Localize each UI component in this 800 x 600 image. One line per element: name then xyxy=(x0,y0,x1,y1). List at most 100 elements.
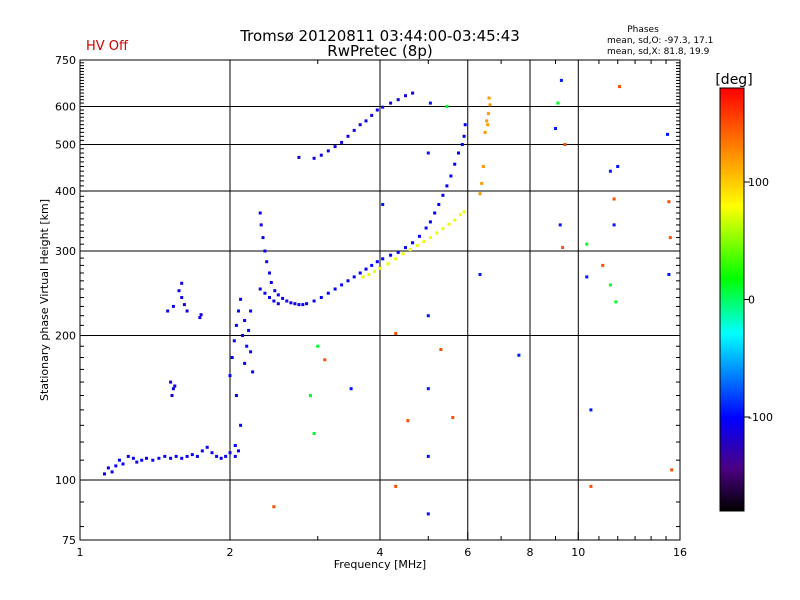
echo-point xyxy=(308,394,312,397)
echo-point xyxy=(319,296,323,299)
echo-point xyxy=(485,119,489,123)
echo-point xyxy=(126,454,130,458)
echo-point xyxy=(401,252,405,256)
echo-point xyxy=(381,203,385,206)
y-axis-label: Stationary phase Virtual Height [km] xyxy=(38,199,51,401)
echo-point xyxy=(428,236,432,240)
echo-point xyxy=(406,419,410,423)
echo-point xyxy=(346,279,350,283)
echo-point xyxy=(445,184,449,188)
colorbar-tick-label: 0 xyxy=(748,294,755,307)
echo-point xyxy=(612,223,616,227)
echo-point xyxy=(364,267,368,271)
echo-point xyxy=(243,319,247,322)
echo-point xyxy=(373,269,376,273)
echo-point xyxy=(131,456,135,460)
echo-point xyxy=(585,242,589,246)
echo-point xyxy=(378,266,382,270)
echo-point xyxy=(449,174,453,178)
echo-point xyxy=(589,484,593,488)
echo-point xyxy=(173,384,177,388)
echo-point xyxy=(441,227,445,231)
echo-point xyxy=(272,299,276,303)
echo-point xyxy=(361,275,365,279)
echo-point xyxy=(140,458,144,462)
echo-point xyxy=(563,143,567,146)
echo-point xyxy=(249,309,253,313)
echo-point xyxy=(408,248,412,252)
echo-point xyxy=(451,416,455,419)
echo-point xyxy=(370,113,374,117)
y-tick-label: 200 xyxy=(55,330,76,343)
echo-point xyxy=(190,453,194,457)
echo-point xyxy=(488,103,492,107)
echo-point xyxy=(258,287,262,291)
echo-point xyxy=(145,456,148,460)
echo-point xyxy=(415,244,419,247)
stats-line-o: mean, sd,O: -97.3, 17.1 xyxy=(607,36,713,46)
echo-point xyxy=(460,143,464,146)
echo-point xyxy=(458,213,462,217)
x-tick-label: 16 xyxy=(673,546,687,559)
echo-point xyxy=(239,423,243,427)
axis-ticks: 1 2 4 6 8 10 16 75 100 200 300 400 500 600 750 xyxy=(55,54,687,559)
echo-point xyxy=(219,456,223,460)
echo-point xyxy=(135,460,139,464)
echo-point xyxy=(103,472,106,476)
echo-point xyxy=(169,456,173,460)
echo-point xyxy=(375,108,379,112)
echo-point xyxy=(396,250,400,254)
echo-point xyxy=(276,293,280,297)
x-tick-label: 4 xyxy=(377,546,384,559)
echo-point xyxy=(389,101,393,105)
echo-point xyxy=(404,246,407,250)
echo-point xyxy=(114,464,118,468)
echo-point xyxy=(428,101,432,105)
echo-point xyxy=(386,262,390,266)
echo-point xyxy=(396,98,400,102)
echo-point xyxy=(163,454,167,458)
chart-subtitle: RwPretec (8p) xyxy=(327,42,432,60)
colorbar-label: [deg] xyxy=(715,72,752,88)
echo-point xyxy=(297,155,301,159)
echo-point xyxy=(198,316,202,320)
echo-point xyxy=(245,344,249,348)
echo-point xyxy=(180,296,184,299)
echo-point xyxy=(439,348,443,351)
echo-point xyxy=(478,273,482,276)
y-tick-label: 750 xyxy=(55,54,76,67)
echo-point xyxy=(261,236,265,240)
echo-point xyxy=(199,313,203,317)
echo-point xyxy=(106,466,110,470)
echo-point xyxy=(554,127,557,130)
echo-point xyxy=(517,353,521,357)
echo-point xyxy=(589,408,593,412)
echo-point xyxy=(301,303,305,307)
echo-point xyxy=(268,271,271,275)
echo-points xyxy=(103,78,674,516)
echo-point xyxy=(241,334,245,337)
echo-point xyxy=(305,302,309,306)
echo-point xyxy=(608,169,612,173)
echo-point xyxy=(258,211,262,215)
echo-point xyxy=(367,273,371,276)
echo-point xyxy=(426,314,430,318)
echo-point xyxy=(272,505,276,509)
echo-point xyxy=(228,451,232,455)
echo-point xyxy=(445,105,449,108)
echo-point xyxy=(177,289,181,293)
echo-point xyxy=(428,220,432,224)
colorbar-tick-label: 100 xyxy=(748,176,769,189)
colorbar-ticks: 100 0 -100 xyxy=(744,176,773,424)
echo-point xyxy=(312,156,316,160)
echo-point xyxy=(340,140,344,144)
x-tick-label: 6 xyxy=(464,546,471,559)
echo-point xyxy=(585,275,589,279)
echo-point xyxy=(478,192,482,196)
echo-point xyxy=(358,271,362,275)
echo-point xyxy=(375,260,379,264)
echo-point xyxy=(462,134,466,138)
echo-point xyxy=(364,119,368,123)
echo-point xyxy=(263,249,267,253)
